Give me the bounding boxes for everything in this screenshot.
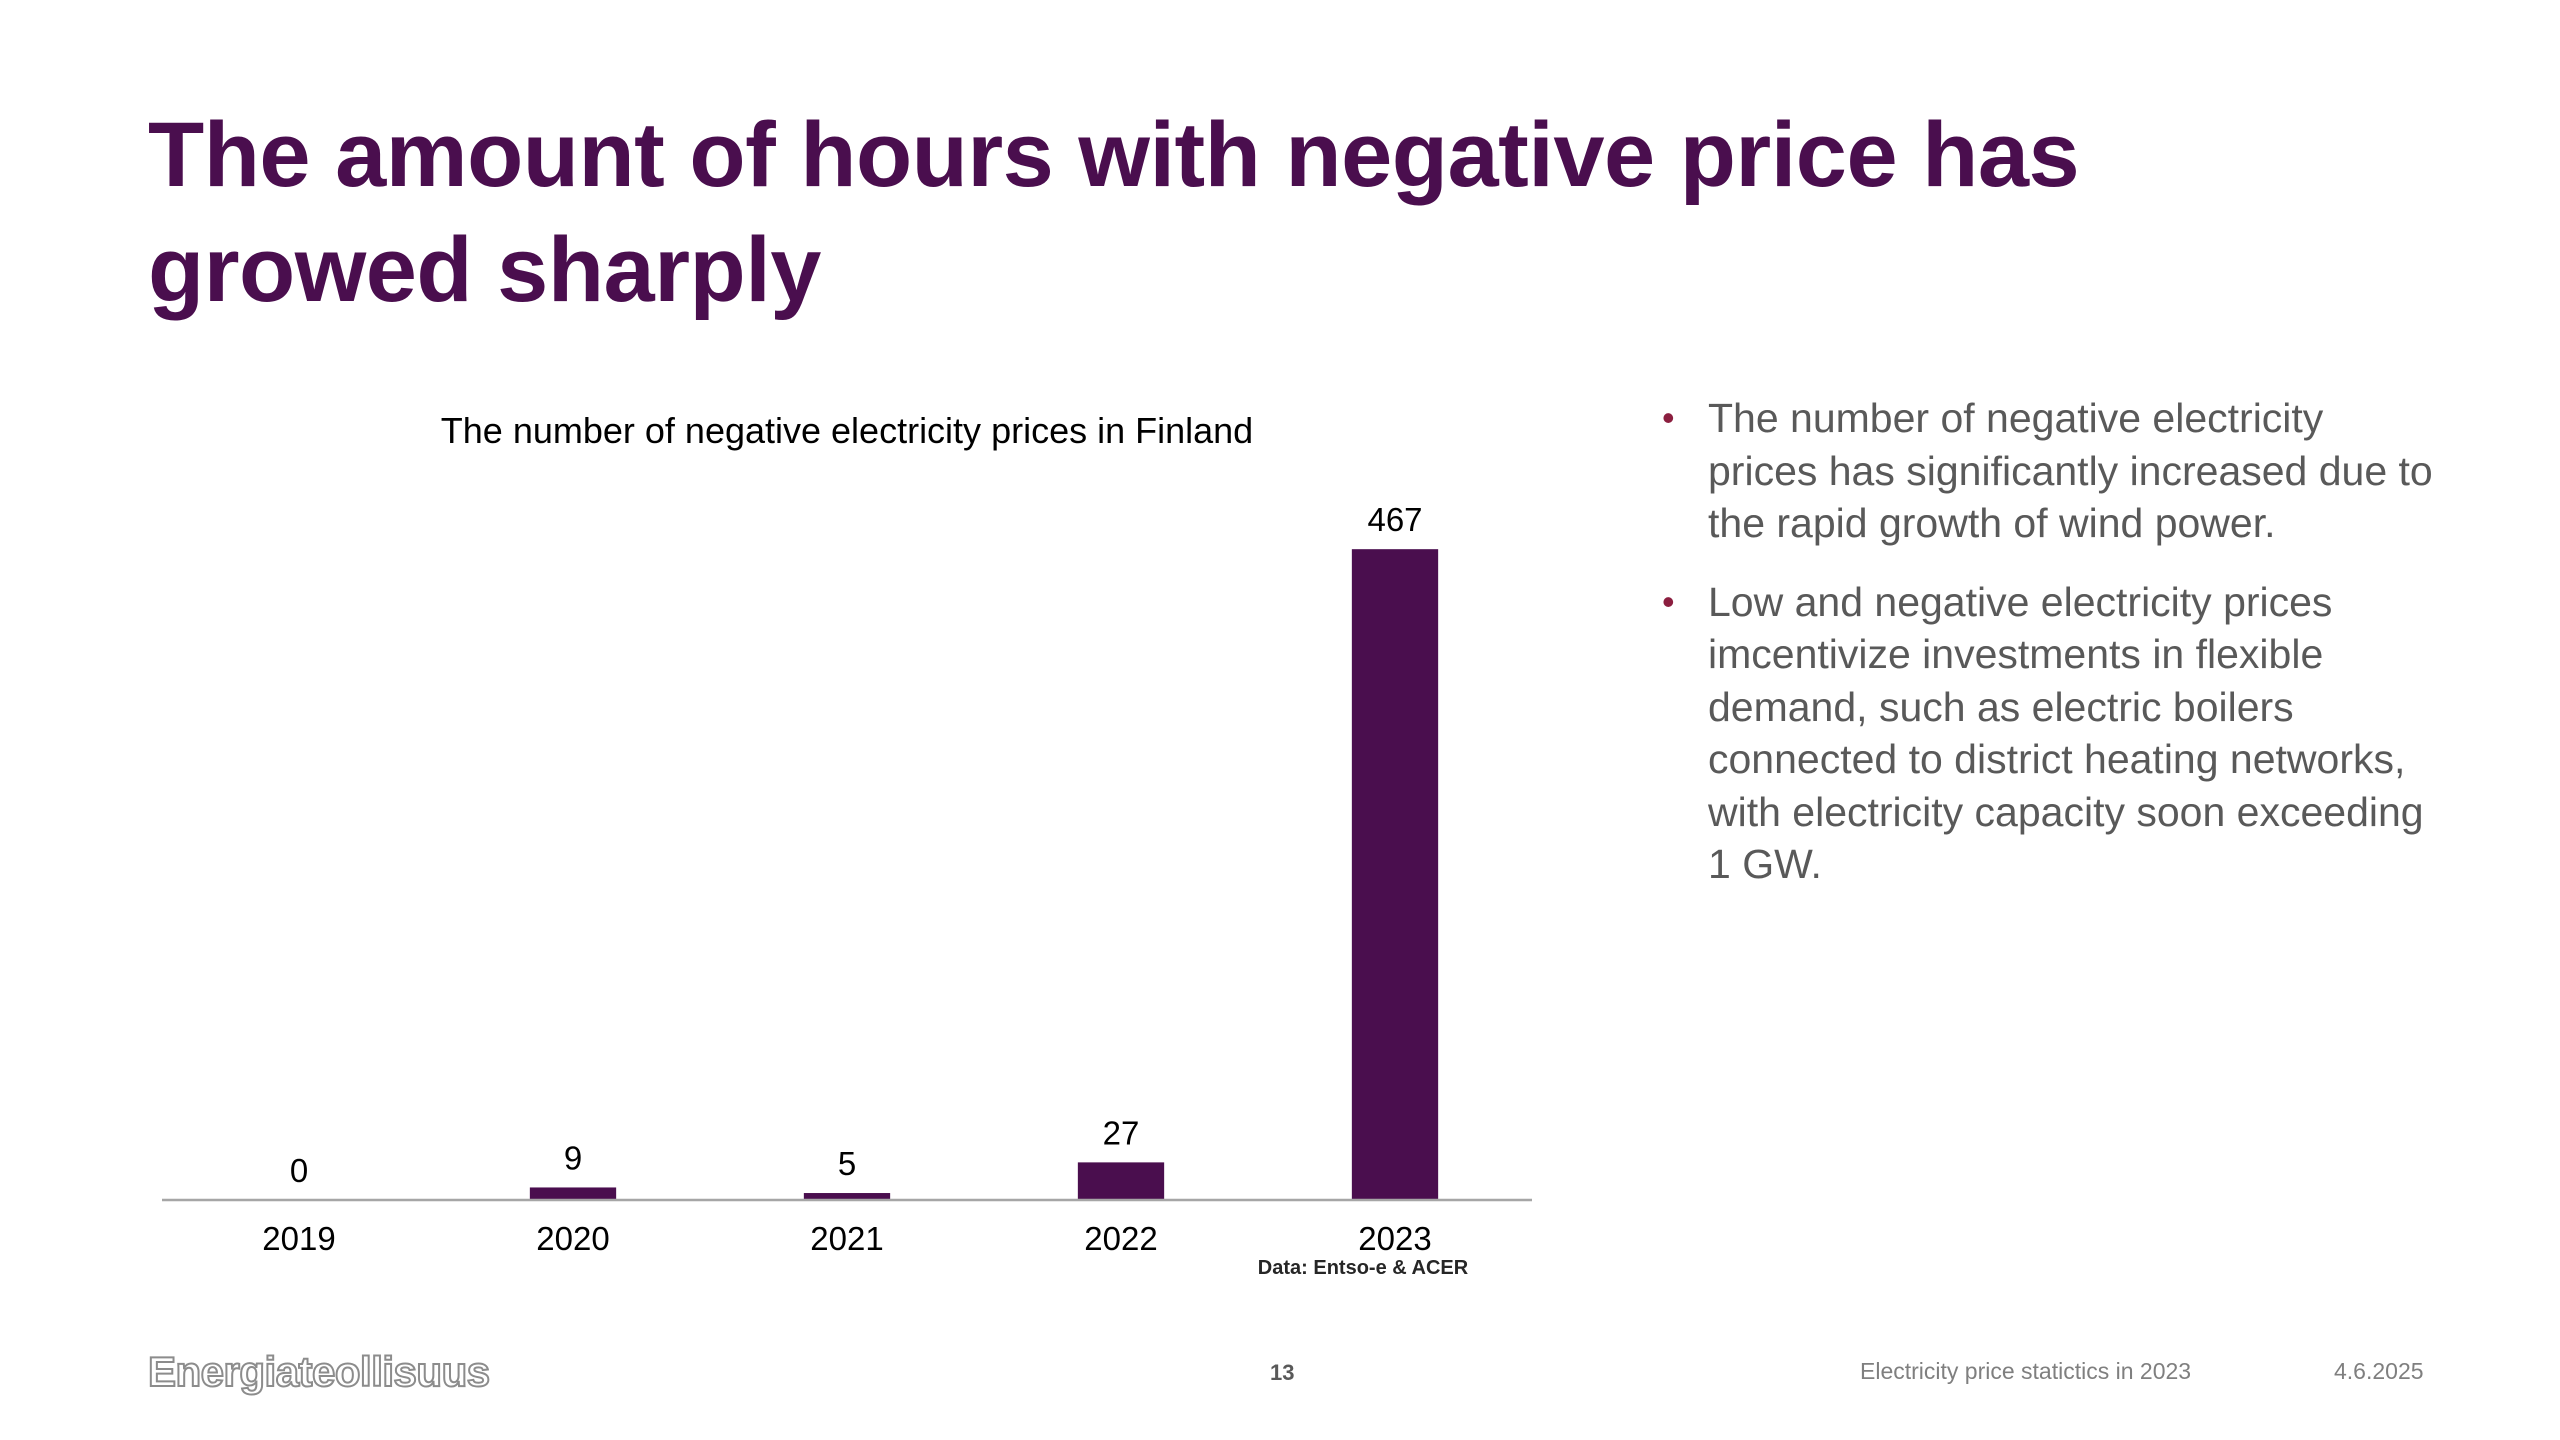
company-logo: Energiateollisuus bbox=[147, 1347, 491, 1396]
value-label-2022: 27 bbox=[1103, 1114, 1140, 1151]
chart-svg: The number of negative electricity price… bbox=[162, 410, 1532, 1279]
bar-chart: The number of negative electricity price… bbox=[150, 390, 1550, 1310]
slide-title: The amount of hours with negative price … bbox=[148, 104, 2080, 321]
tick-label-2021: 2021 bbox=[810, 1220, 883, 1257]
bar-2021 bbox=[803, 1193, 891, 1200]
source-note: Data: Entso-e & ACER bbox=[1258, 1257, 1469, 1279]
bar-2023 bbox=[1351, 549, 1439, 1200]
slide-date: 4.6.2025 bbox=[2334, 1358, 2424, 1384]
tick-labels: 2019 2020 2021 2022 2023 bbox=[262, 1220, 1431, 1257]
tick-label-2022: 2022 bbox=[1084, 1220, 1157, 1257]
value-label-2023: 467 bbox=[1367, 501, 1422, 538]
bars-group bbox=[529, 549, 1439, 1200]
bullet-list: • The number of negative electricity pri… bbox=[1660, 392, 2440, 917]
value-label-2019: 0 bbox=[290, 1152, 308, 1189]
bullet-text: Low and negative electricity prices imce… bbox=[1708, 578, 2424, 888]
bullet-marker: • bbox=[1662, 397, 1675, 438]
chart-title: The number of negative electricity price… bbox=[441, 410, 1253, 451]
tick-label-2020: 2020 bbox=[536, 1220, 609, 1257]
page-number: 13 bbox=[1270, 1360, 1295, 1385]
value-label-2021: 5 bbox=[838, 1145, 856, 1182]
bullet-text: The number of negative electricity price… bbox=[1708, 395, 2433, 546]
bar-2022 bbox=[1077, 1162, 1165, 1200]
value-labels: 0 9 5 27 467 bbox=[290, 501, 1423, 1189]
tick-label-2019: 2019 bbox=[262, 1220, 335, 1257]
document-title: Electricity price statictics in 2023 bbox=[1860, 1358, 2192, 1384]
value-label-2020: 9 bbox=[564, 1139, 582, 1176]
bullet-item: • The number of negative electricity pri… bbox=[1660, 392, 2440, 550]
bullet-marker: • bbox=[1662, 580, 1675, 622]
bar-2020 bbox=[529, 1187, 617, 1200]
bullet-item: • Low and negative electricity prices im… bbox=[1660, 576, 2440, 891]
tick-label-2023: 2023 bbox=[1358, 1220, 1431, 1257]
